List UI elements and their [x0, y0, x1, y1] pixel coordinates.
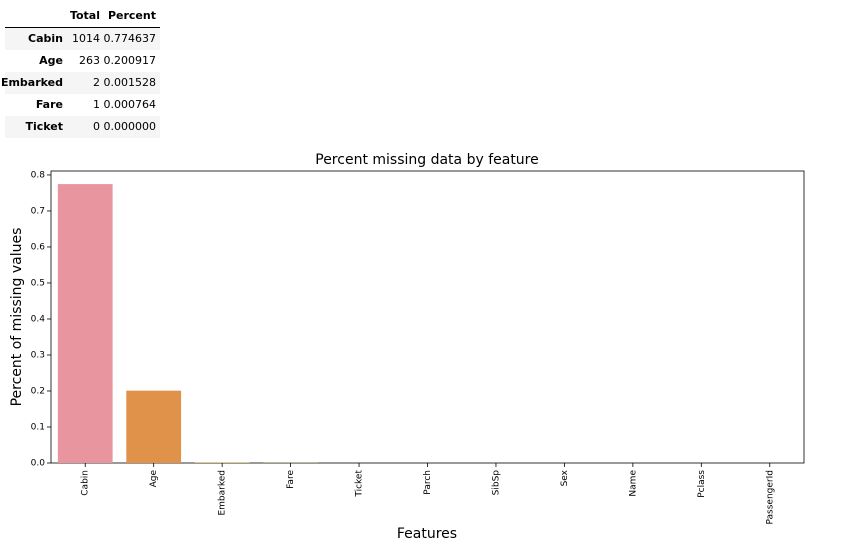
x-tick-label: Cabin: [81, 470, 91, 496]
y-tick-label: 0.4: [31, 314, 46, 324]
y-tick-label: 0.8: [31, 170, 46, 180]
row-label: Age: [39, 54, 63, 67]
y-tick-label: 0.6: [31, 242, 46, 252]
bar: [57, 184, 113, 463]
table-header: Total: [70, 9, 100, 22]
x-tick-label: Parch: [423, 470, 433, 495]
y-tick-label: 0.1: [31, 422, 45, 432]
x-tick-label: Sex: [560, 469, 570, 486]
y-tick-label: 0.2: [31, 386, 45, 396]
cell: 2: [93, 76, 100, 89]
y-tick-label: 0.5: [31, 278, 45, 288]
row-label: Ticket: [25, 120, 63, 133]
x-tick-label: Ticket: [355, 470, 365, 498]
chart-title: Percent missing data by feature: [315, 152, 539, 168]
row-label: Embarked: [1, 76, 63, 89]
bar: [126, 390, 182, 463]
x-axis-label: Features: [397, 526, 457, 542]
cell: 263: [79, 54, 100, 67]
cell: 1: [93, 98, 100, 111]
row-stripe: [5, 116, 160, 138]
x-tick-label: Embarked: [218, 470, 228, 516]
cell: 0: [93, 120, 100, 133]
y-axis-label: Percent of missing values: [9, 228, 25, 407]
bar: [194, 462, 250, 463]
y-tick-label: 0.7: [31, 206, 45, 216]
x-tick-label: Name: [628, 470, 638, 497]
cell: 1014: [72, 32, 100, 45]
x-tick-label: Age: [149, 470, 159, 488]
table-header: Percent: [108, 9, 156, 22]
row-stripe: [5, 28, 160, 50]
x-tick-label: PassengerId: [765, 470, 775, 524]
y-tick-label: 0.0: [31, 459, 46, 469]
cell: 0.774637: [104, 32, 157, 45]
cell: 0.001528: [104, 76, 157, 89]
row-label: Cabin: [28, 32, 63, 45]
row-label: Fare: [36, 98, 63, 111]
x-tick-label: SibSp: [491, 470, 501, 496]
cell: 0.200917: [104, 54, 157, 67]
row-stripe: [5, 72, 160, 94]
cell: 0.000000: [104, 120, 157, 133]
x-tick-label: Pclass: [697, 470, 707, 498]
y-tick-label: 0.3: [31, 350, 45, 360]
cell: 0.000764: [104, 98, 157, 111]
x-tick-label: Fare: [286, 470, 296, 489]
